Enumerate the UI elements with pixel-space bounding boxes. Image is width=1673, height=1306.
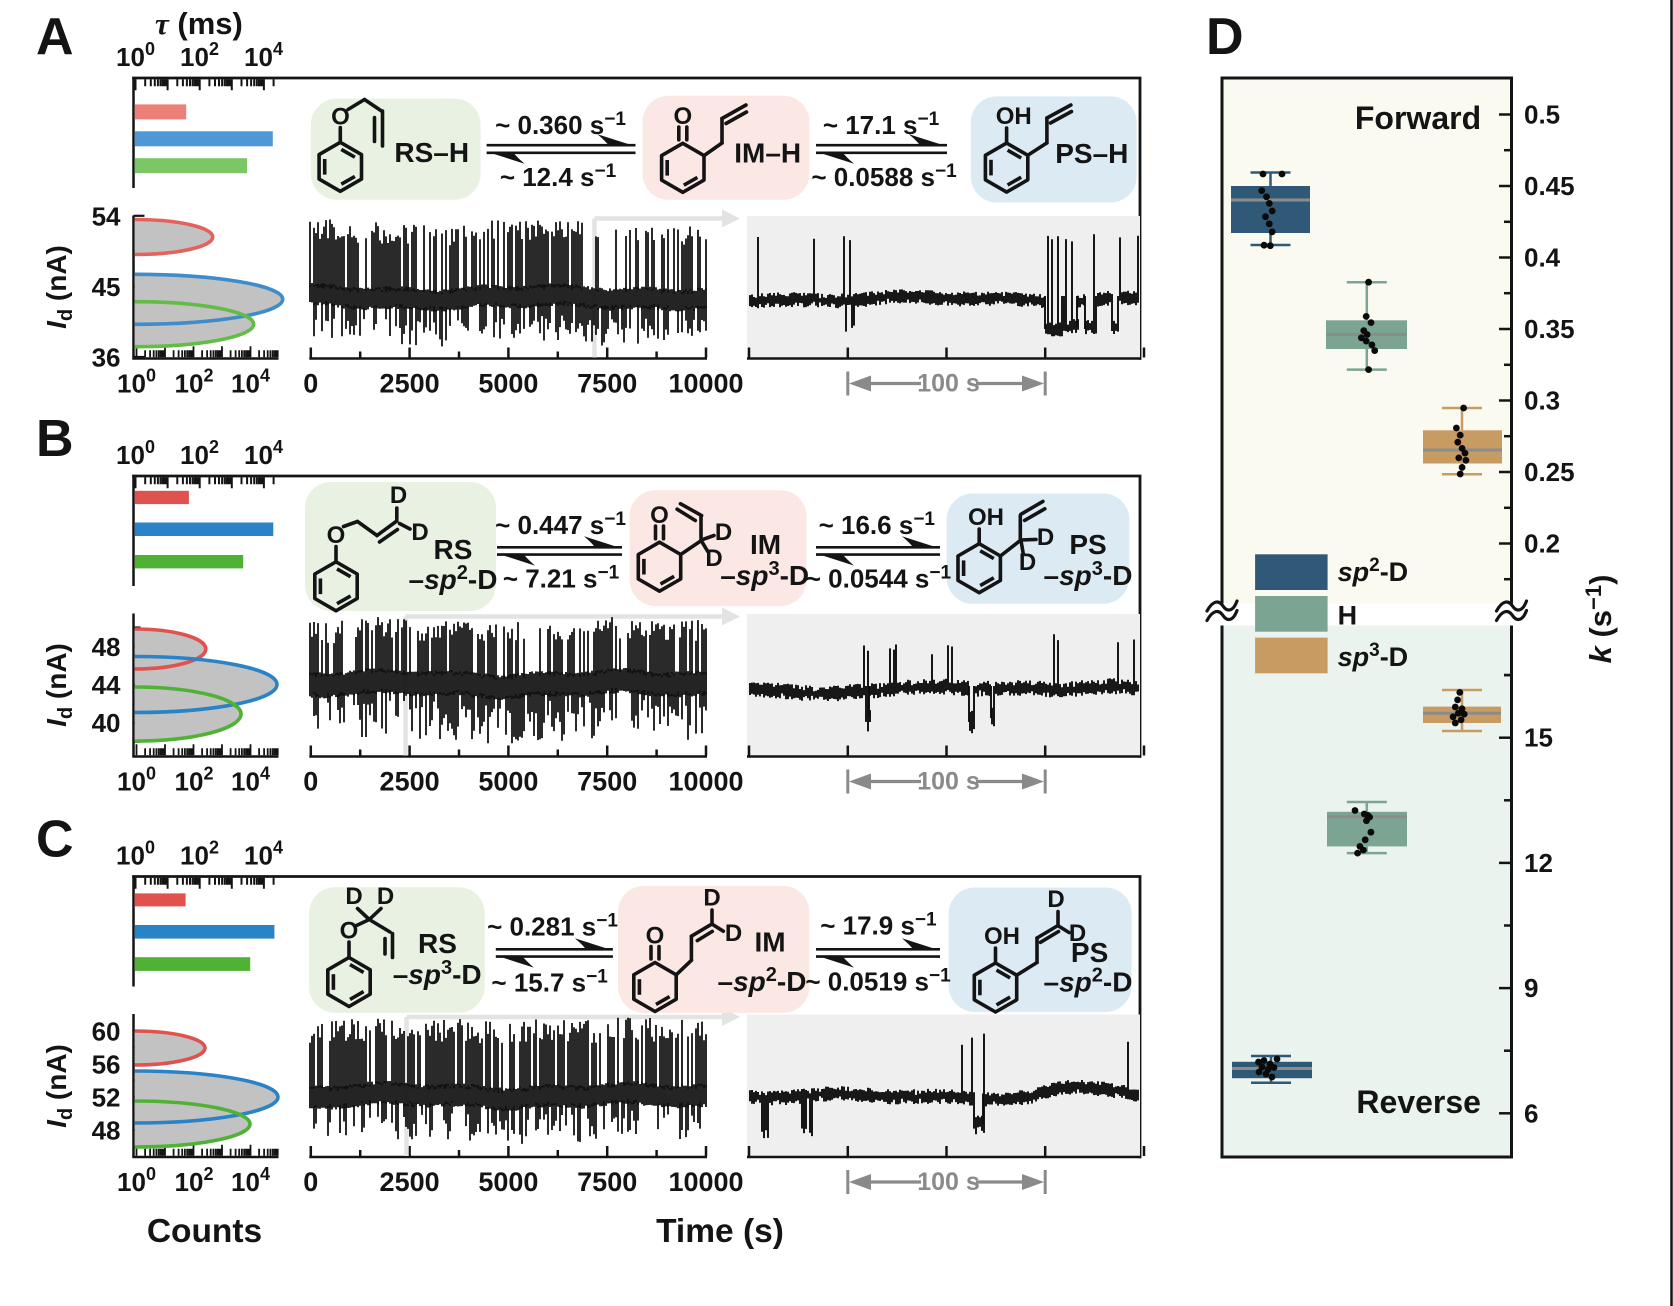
svg-text:–sp3-D: –sp3-D xyxy=(1044,558,1133,591)
svg-text:2500: 2500 xyxy=(380,1167,440,1197)
svg-text:Forward: Forward xyxy=(1355,100,1481,136)
svg-text:–sp2-D: –sp2-D xyxy=(718,964,807,997)
svg-text:PS–H: PS–H xyxy=(1055,138,1128,169)
svg-text:D: D xyxy=(1206,8,1244,66)
svg-text:2500: 2500 xyxy=(380,767,440,797)
svg-text:–sp3-D: –sp3-D xyxy=(393,957,482,990)
svg-text:D: D xyxy=(1037,524,1054,551)
svg-text:0: 0 xyxy=(303,767,318,797)
svg-text:7500: 7500 xyxy=(577,1167,637,1197)
svg-text:D: D xyxy=(703,885,720,912)
svg-text:2500: 2500 xyxy=(380,369,440,399)
svg-text:sp3-D: sp3-D xyxy=(1338,640,1409,672)
svg-text:OH: OH xyxy=(984,923,1020,950)
svg-text:OH: OH xyxy=(996,103,1032,130)
svg-text:τ (ms): τ (ms) xyxy=(155,6,243,41)
svg-text:7500: 7500 xyxy=(577,369,637,399)
svg-text:45: 45 xyxy=(92,272,121,302)
svg-text:–sp2-D: –sp2-D xyxy=(1044,965,1133,998)
svg-text:PS: PS xyxy=(1069,529,1106,560)
svg-text:O: O xyxy=(650,502,669,529)
svg-text:IM: IM xyxy=(750,529,781,560)
svg-text:OH: OH xyxy=(968,504,1004,531)
svg-text:PS: PS xyxy=(1071,937,1108,968)
svg-text:sp2-D: sp2-D xyxy=(1338,555,1409,587)
svg-text:15: 15 xyxy=(1524,723,1553,753)
svg-text:O: O xyxy=(673,103,692,130)
svg-text:D: D xyxy=(377,883,394,910)
svg-text:Id (nA): Id (nA) xyxy=(41,643,77,727)
svg-text:104: 104 xyxy=(231,366,270,399)
svg-text:6: 6 xyxy=(1524,1098,1538,1128)
svg-text:36: 36 xyxy=(92,343,121,373)
svg-text:54: 54 xyxy=(92,201,121,231)
svg-text:O: O xyxy=(340,918,359,945)
svg-text:H: H xyxy=(1338,601,1358,631)
svg-text:7500: 7500 xyxy=(577,767,637,797)
svg-text:O: O xyxy=(646,923,665,950)
svg-text:100 s: 100 s xyxy=(917,768,980,796)
svg-text:~ 0.0519 s−1: ~ 0.0519 s−1 xyxy=(805,966,951,997)
svg-text:0.4: 0.4 xyxy=(1524,243,1561,273)
svg-text:5000: 5000 xyxy=(478,369,538,399)
svg-text:RS: RS xyxy=(418,928,457,959)
svg-text:9: 9 xyxy=(1524,973,1538,1003)
svg-text:Id (nA): Id (nA) xyxy=(41,245,77,329)
svg-text:IM–H: IM–H xyxy=(734,138,801,169)
svg-text:RS–H: RS–H xyxy=(394,137,469,168)
svg-text:48: 48 xyxy=(92,1116,121,1146)
svg-text:0.2: 0.2 xyxy=(1524,529,1560,559)
svg-text:D: D xyxy=(1069,920,1086,947)
svg-text:IM: IM xyxy=(754,927,785,958)
svg-text:10000: 10000 xyxy=(668,369,743,399)
svg-text:D: D xyxy=(411,519,428,546)
svg-text:O: O xyxy=(331,104,350,131)
svg-text:D: D xyxy=(715,519,732,546)
svg-text:100 s: 100 s xyxy=(917,370,980,398)
svg-text:0.5: 0.5 xyxy=(1524,100,1560,130)
svg-text:5000: 5000 xyxy=(478,767,538,797)
svg-text:0.45: 0.45 xyxy=(1524,171,1575,201)
svg-text:–sp2-D: –sp2-D xyxy=(409,562,498,595)
svg-text:C: C xyxy=(36,811,74,869)
svg-text:56: 56 xyxy=(92,1050,121,1080)
svg-text:RS: RS xyxy=(434,534,473,565)
svg-text:D: D xyxy=(705,545,722,572)
svg-text:D: D xyxy=(1047,886,1064,913)
svg-text:0.35: 0.35 xyxy=(1524,314,1575,344)
svg-text:48: 48 xyxy=(92,632,121,662)
svg-text:102: 102 xyxy=(175,764,214,797)
svg-text:O: O xyxy=(327,522,346,549)
svg-text:0.25: 0.25 xyxy=(1524,457,1575,487)
svg-text:Counts: Counts xyxy=(147,1213,262,1250)
svg-text:40: 40 xyxy=(92,708,121,738)
svg-text:D: D xyxy=(345,883,362,910)
svg-text:A: A xyxy=(36,8,74,66)
svg-text:10000: 10000 xyxy=(668,1167,743,1197)
svg-text:52: 52 xyxy=(92,1083,121,1113)
svg-text:100 s: 100 s xyxy=(917,1168,980,1196)
svg-text:12: 12 xyxy=(1524,848,1553,878)
svg-text:Reverse: Reverse xyxy=(1356,1084,1481,1120)
svg-text:~ 0.0588 s−1: ~ 0.0588 s−1 xyxy=(811,161,957,192)
svg-text:~ 12.4 s−1: ~ 12.4 s−1 xyxy=(500,161,617,192)
svg-text:0: 0 xyxy=(303,1167,318,1197)
svg-text:~ 0.0544 s−1: ~ 0.0544 s−1 xyxy=(806,563,952,594)
svg-text:D: D xyxy=(390,482,407,509)
svg-text:–sp3-D: –sp3-D xyxy=(720,558,809,591)
svg-text:10000: 10000 xyxy=(668,767,743,797)
svg-text:60: 60 xyxy=(92,1017,121,1047)
svg-text:44: 44 xyxy=(92,670,121,700)
svg-text:D: D xyxy=(1019,549,1036,576)
svg-text:5000: 5000 xyxy=(478,1167,538,1197)
svg-text:Id (nA): Id (nA) xyxy=(41,1044,77,1128)
svg-text:0.3: 0.3 xyxy=(1524,386,1560,416)
svg-text:D: D xyxy=(725,920,742,947)
svg-text:Time (s): Time (s) xyxy=(656,1213,784,1250)
svg-text:0: 0 xyxy=(303,369,318,399)
svg-text:B: B xyxy=(36,410,74,468)
